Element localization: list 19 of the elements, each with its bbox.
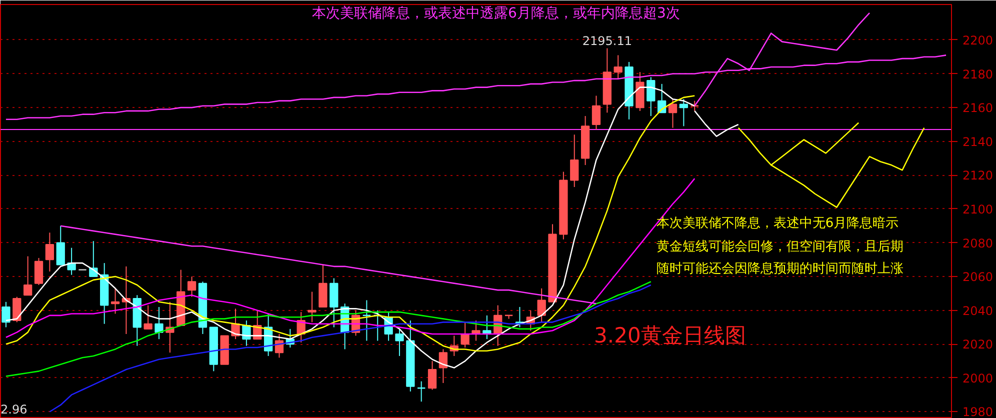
y-tick-label: 2040 <box>962 304 994 318</box>
y-tick-label: 2180 <box>962 67 994 82</box>
y-tick-label: 2060 <box>962 270 994 284</box>
annotation: 2195.11 <box>582 34 632 48</box>
y-tick-label: 2080 <box>962 236 994 250</box>
annotation: 本次美联储不降息，表述中无6月降息暗示 <box>656 214 899 231</box>
y-tick-label: 1980 <box>962 405 994 418</box>
annotation: 黄金短线可能会回修，但空间有限，且后期 <box>656 240 904 255</box>
y-tick-label: 2100 <box>962 202 994 216</box>
y-tick-label: 2200 <box>962 33 994 48</box>
y-tick-label: 2120 <box>962 168 994 183</box>
y-tick-label: 2140 <box>962 134 994 149</box>
annotation: 本次美联储降息，或表述中透露6月降息，或年内降息超3次 <box>312 5 680 22</box>
annotation: 3.20黄金日线图 <box>594 324 746 348</box>
y-tick-label: 2160 <box>962 101 994 116</box>
y-tick-label: 2000 <box>962 371 994 386</box>
annotation: 随时可能还会因降息预期的时间而随时上涨 <box>656 262 904 277</box>
y-tick-label: 2020 <box>962 338 994 352</box>
annotation: 2.96 <box>0 402 28 416</box>
